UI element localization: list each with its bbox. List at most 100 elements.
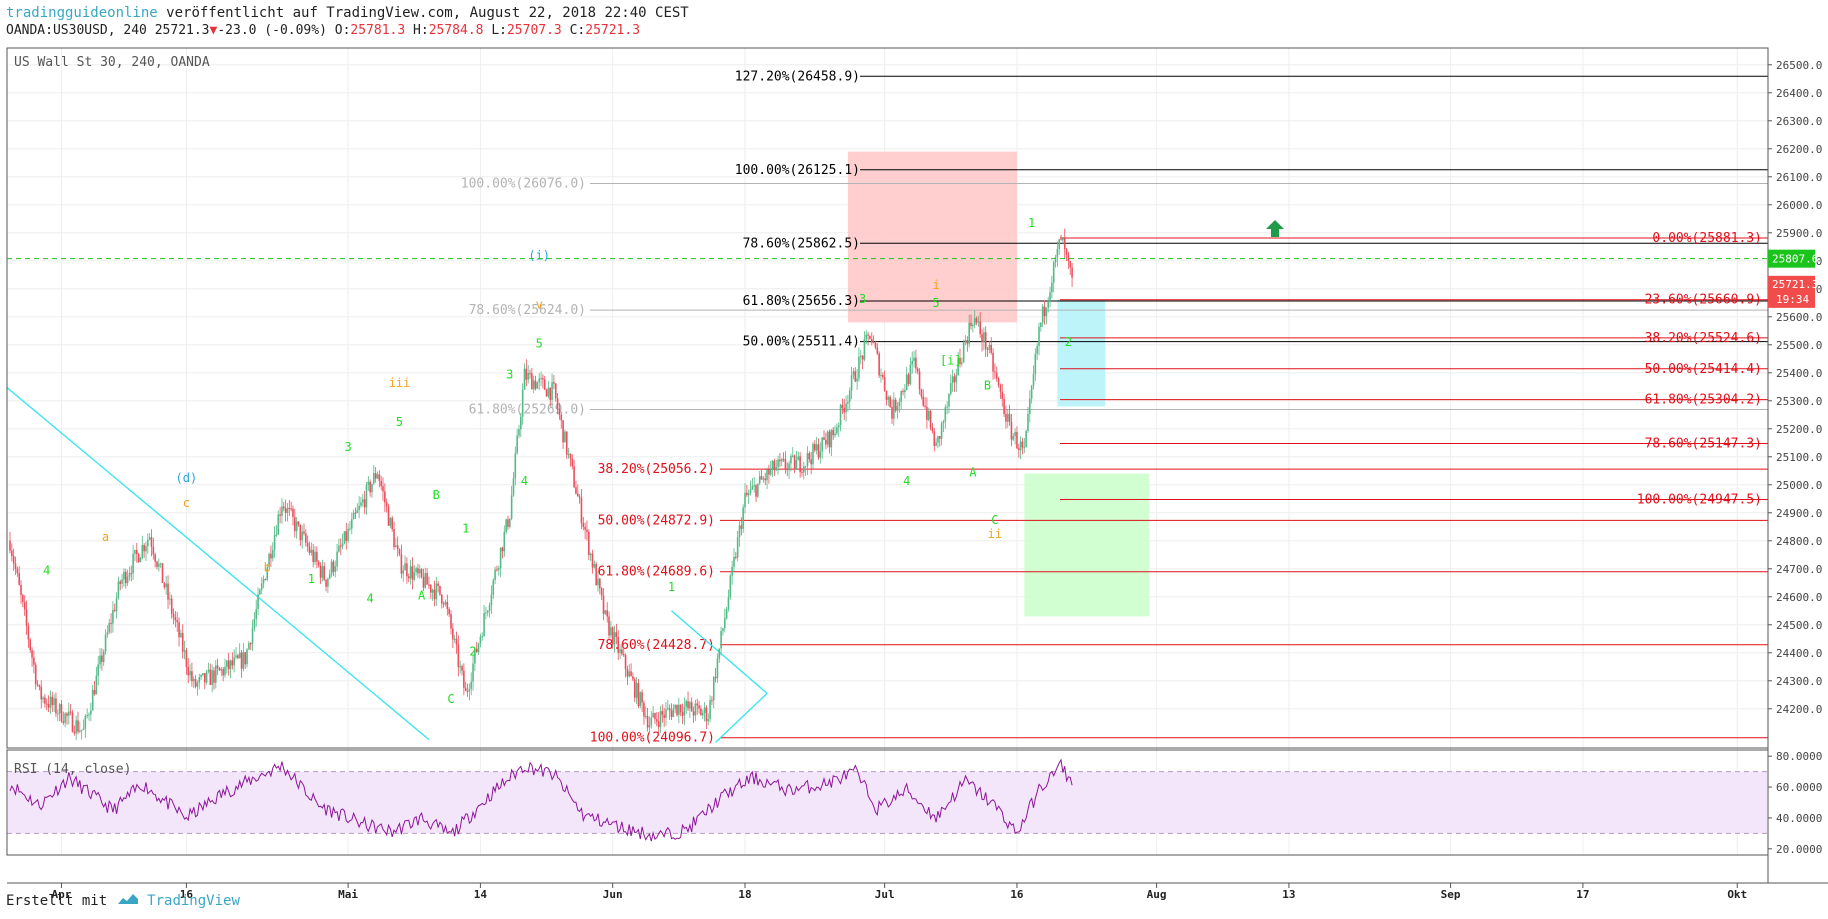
candle-body bbox=[970, 322, 972, 327]
candle-body bbox=[874, 342, 877, 348]
symbol-label: OANDA:US30USD, 240 bbox=[6, 23, 147, 38]
candle-body bbox=[523, 368, 526, 390]
candle-body bbox=[847, 401, 849, 404]
candle-body bbox=[282, 506, 285, 509]
candle-body bbox=[641, 692, 643, 703]
candle-body bbox=[198, 677, 201, 683]
tradingview-link[interactable]: TradingView bbox=[147, 893, 240, 909]
wave-label: 3 bbox=[344, 440, 351, 454]
candle-body bbox=[474, 648, 476, 664]
publish-info: veröffentlicht auf TradingView.com, Augu… bbox=[166, 5, 689, 21]
candle-body bbox=[986, 348, 989, 350]
candle-body bbox=[845, 403, 847, 413]
candle-body bbox=[593, 563, 596, 568]
candle-body bbox=[463, 670, 465, 688]
candle-body bbox=[983, 332, 985, 343]
rsi-pane: 80.0000 60.0000 40.0000 20.0000 bbox=[7, 750, 1822, 856]
candle-body bbox=[674, 704, 676, 709]
candle-body bbox=[367, 481, 370, 485]
candle-body bbox=[1030, 386, 1033, 399]
candle-body bbox=[376, 474, 379, 479]
candle-body bbox=[791, 455, 794, 457]
candle-body bbox=[91, 689, 94, 711]
wave-label: B bbox=[433, 488, 440, 502]
candle-body bbox=[801, 472, 803, 474]
candle-body bbox=[321, 566, 324, 578]
candle-body bbox=[354, 512, 357, 514]
candle-body bbox=[429, 584, 432, 593]
candle-body bbox=[323, 566, 326, 580]
candle-body bbox=[869, 335, 871, 340]
candle-body bbox=[338, 545, 340, 552]
candle-body bbox=[685, 701, 687, 707]
candle-body bbox=[112, 609, 114, 624]
candle-body bbox=[1038, 327, 1040, 347]
candle-body bbox=[931, 427, 934, 432]
candle-body bbox=[137, 554, 140, 563]
up-arrow-icon bbox=[1266, 220, 1284, 237]
candle-body bbox=[957, 357, 959, 375]
candle-body bbox=[600, 588, 603, 596]
candle-body bbox=[626, 669, 629, 677]
candle-body bbox=[968, 322, 970, 344]
candle-body bbox=[446, 601, 449, 609]
rsi-tick-label: 20.0000 bbox=[1776, 843, 1822, 856]
rsi-band bbox=[8, 771, 1767, 834]
fib-label: 100.00%(26125.1) bbox=[735, 163, 860, 178]
candle-body bbox=[55, 698, 57, 714]
open-value: 25781.3 bbox=[350, 23, 406, 38]
candle-body bbox=[712, 677, 715, 701]
candle-body bbox=[900, 391, 902, 402]
candle-body bbox=[62, 721, 65, 723]
candle-body bbox=[608, 616, 610, 636]
candle-body bbox=[760, 476, 763, 480]
candle-body bbox=[336, 551, 338, 567]
candle-body bbox=[959, 357, 961, 364]
candle-body bbox=[870, 339, 873, 343]
candle-body bbox=[803, 466, 805, 473]
candle-body bbox=[1047, 302, 1049, 308]
candle-body bbox=[661, 711, 664, 715]
candle-body bbox=[292, 508, 294, 518]
candle-body bbox=[554, 383, 557, 399]
candle-body bbox=[740, 525, 743, 529]
ohlc-legend: OANDA:US30USD, 240 25721.3▼-23.0 (-0.09%… bbox=[6, 23, 640, 38]
candle-body bbox=[580, 497, 583, 524]
last-price-text: 25721.3 bbox=[1772, 278, 1818, 291]
candle-body bbox=[1001, 391, 1004, 399]
price-tick-label: 25600.0 bbox=[1776, 311, 1822, 324]
candle-body bbox=[672, 708, 675, 717]
candle-body bbox=[955, 374, 958, 383]
candle-body bbox=[733, 556, 735, 567]
candle-body bbox=[720, 630, 722, 649]
candle-body bbox=[547, 387, 550, 397]
candle-body bbox=[771, 460, 774, 470]
fib-label: 100.00%(24947.5) bbox=[1637, 493, 1762, 508]
fib-label: 23.60%(25660.9) bbox=[1645, 293, 1762, 308]
candle-body bbox=[777, 459, 779, 467]
candle-body bbox=[650, 717, 653, 726]
candle-body bbox=[455, 638, 458, 645]
candle-body bbox=[1052, 262, 1055, 283]
candle-body bbox=[192, 679, 195, 682]
price-tick-label: 24600.0 bbox=[1776, 591, 1822, 604]
candle-body bbox=[499, 547, 502, 568]
candle-body bbox=[826, 431, 829, 445]
candle-body bbox=[595, 563, 597, 586]
candle-body bbox=[782, 459, 785, 461]
candle-body bbox=[944, 407, 947, 422]
price-tick-label: 25200.0 bbox=[1776, 423, 1822, 436]
candle-body bbox=[810, 459, 812, 465]
candle-body bbox=[483, 613, 485, 637]
candle-body bbox=[134, 550, 136, 554]
fib-label: 127.20%(26458.9) bbox=[735, 69, 860, 84]
rsi-tick-label: 40.0000 bbox=[1776, 812, 1822, 825]
candle-body bbox=[856, 378, 858, 382]
candle-body bbox=[22, 594, 24, 603]
down-arrow-icon: ▼ bbox=[209, 23, 218, 38]
author-link[interactable]: tradingguideonline bbox=[6, 5, 158, 21]
candle-body bbox=[56, 713, 59, 715]
candle-body bbox=[220, 669, 223, 671]
candle-body bbox=[744, 492, 746, 508]
